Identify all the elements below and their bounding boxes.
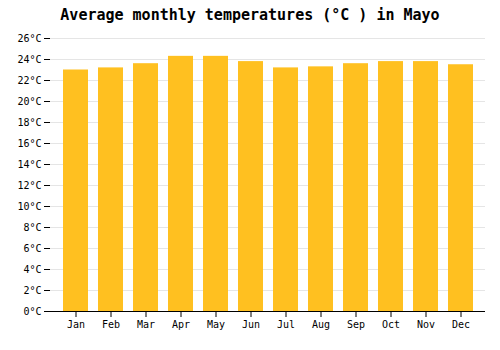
- svg-text:Oct: Oct: [382, 319, 400, 330]
- svg-text:16°C: 16°C: [17, 138, 41, 149]
- svg-text:Nov: Nov: [417, 319, 435, 330]
- html-text:Average monthly temperatures (: Average monthly temperatures (°C ) in Ma…: [60, 6, 440, 24]
- svg-text:14°C: 14°C: [17, 159, 41, 170]
- svg-text:6°C: 6°C: [23, 243, 41, 254]
- svg-text:4°C: 4°C: [23, 264, 41, 275]
- svg-text:24°C: 24°C: [17, 54, 41, 65]
- svg-text:Sep: Sep: [347, 319, 365, 330]
- svg-text:May: May: [207, 319, 225, 330]
- svg-text:Jan: Jan: [67, 319, 85, 330]
- svg-text:0°C: 0°C: [23, 306, 41, 317]
- svg-text:20°C: 20°C: [17, 96, 41, 107]
- svg-text:18°C: 18°C: [17, 117, 41, 128]
- svg-text:Jun: Jun: [242, 319, 260, 330]
- svg-text:Aug: Aug: [312, 319, 330, 330]
- svg-text:22°C: 22°C: [17, 75, 41, 86]
- svg-text:2°C: 2°C: [23, 285, 41, 296]
- svg-text:Mar: Mar: [137, 319, 155, 330]
- svg-text:10°C: 10°C: [17, 201, 41, 212]
- svg-text:Apr: Apr: [172, 319, 190, 330]
- svg-text:Feb: Feb: [102, 319, 120, 330]
- svg-text:Jul: Jul: [277, 319, 295, 330]
- svg-text:26°C: 26°C: [17, 33, 41, 44]
- svg-text:8°C: 8°C: [23, 222, 41, 233]
- svg-text:Dec: Dec: [452, 319, 470, 330]
- svg-text:12°C: 12°C: [17, 180, 41, 191]
